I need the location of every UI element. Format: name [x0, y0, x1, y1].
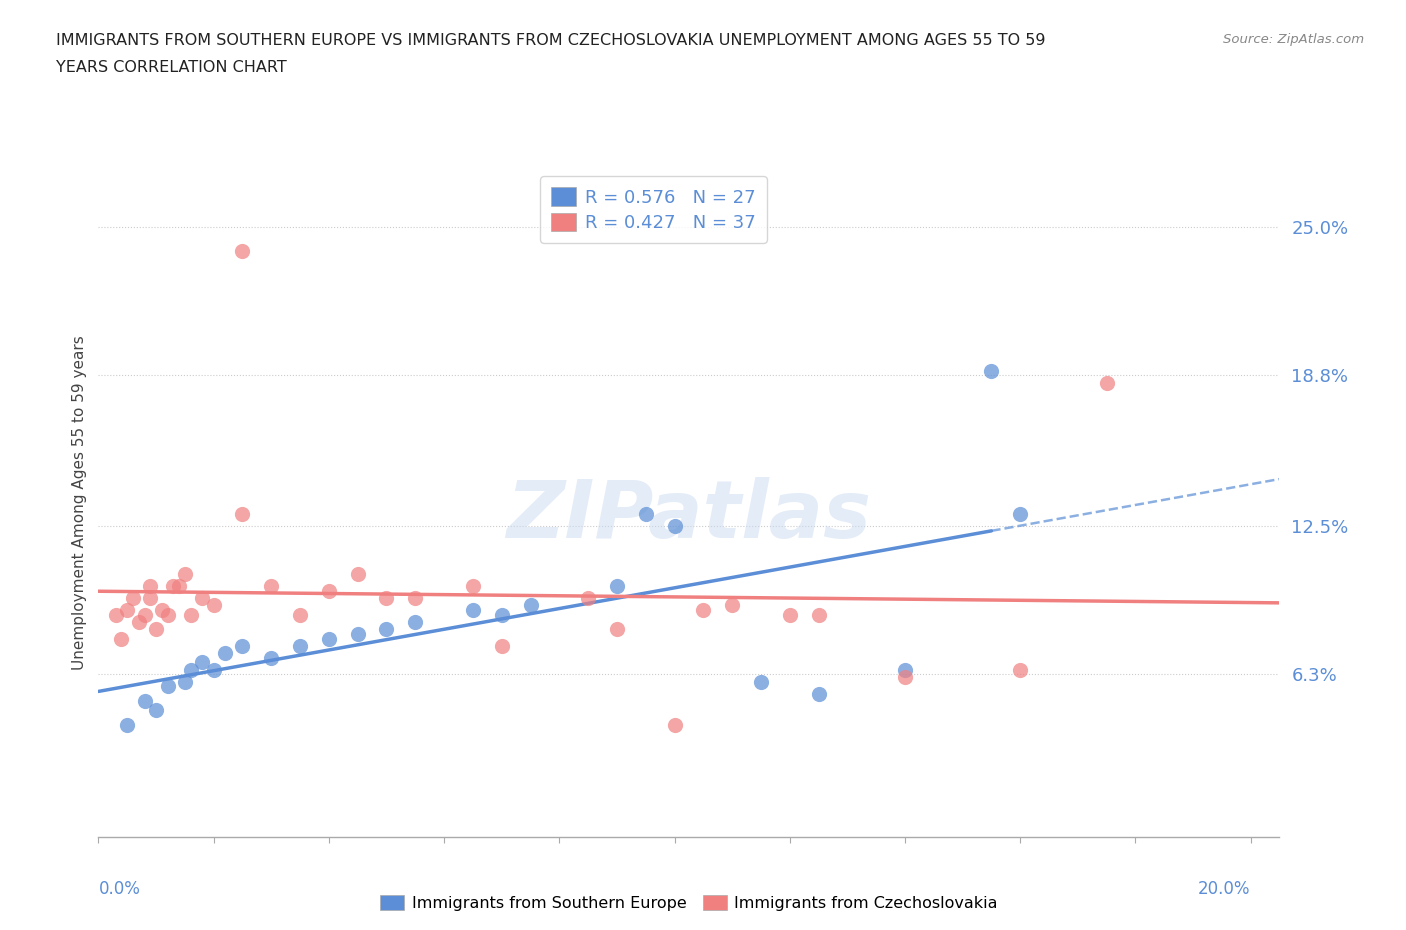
Point [980, 364, 1002, 379]
Point [156, 607, 179, 622]
Point [260, 578, 283, 593]
Point [134, 607, 156, 622]
Point [231, 507, 253, 522]
Point [692, 603, 714, 618]
Point [346, 566, 368, 581]
Point [576, 591, 599, 605]
Point [664, 717, 686, 732]
Point [606, 578, 628, 593]
Point [128, 615, 150, 630]
Point [664, 519, 686, 534]
Point [807, 686, 830, 701]
Point [202, 598, 225, 613]
Text: IMMIGRANTS FROM SOUTHERN EUROPE VS IMMIGRANTS FROM CZECHOSLOVAKIA UNEMPLOYMENT A: IMMIGRANTS FROM SOUTHERN EUROPE VS IMMIG… [56, 33, 1046, 47]
Point [491, 607, 513, 622]
Point [1095, 375, 1118, 390]
Point [779, 607, 801, 622]
Point [375, 621, 398, 636]
Point [1010, 507, 1032, 522]
Point [150, 603, 173, 618]
Legend: R = 0.576   N = 27, R = 0.427   N = 37: R = 0.576 N = 27, R = 0.427 N = 37 [540, 177, 766, 243]
Point [634, 507, 657, 522]
Point [115, 717, 138, 732]
Point [191, 655, 214, 670]
Point [139, 591, 162, 605]
Point [491, 638, 513, 653]
Point [156, 679, 179, 694]
Point [461, 578, 484, 593]
Point [122, 591, 145, 605]
Point [318, 583, 340, 598]
Point [173, 566, 195, 581]
Point [145, 621, 167, 636]
Point [202, 662, 225, 677]
Point [214, 645, 236, 660]
Point [180, 607, 202, 622]
Point [139, 578, 162, 593]
Point [894, 670, 917, 684]
Text: YEARS CORRELATION CHART: YEARS CORRELATION CHART [56, 60, 287, 75]
Point [134, 693, 156, 708]
Point [461, 603, 484, 618]
Point [145, 703, 167, 718]
Point [721, 598, 744, 613]
Text: Source: ZipAtlas.com: Source: ZipAtlas.com [1223, 33, 1364, 46]
Text: ZIPatlas: ZIPatlas [506, 476, 872, 554]
Point [167, 578, 190, 593]
Point [260, 650, 283, 665]
Point [749, 674, 772, 689]
Point [104, 607, 127, 622]
Point [231, 638, 253, 653]
Point [180, 662, 202, 677]
Point [231, 244, 253, 259]
Y-axis label: Unemployment Among Ages 55 to 59 years: Unemployment Among Ages 55 to 59 years [72, 335, 87, 670]
Point [807, 607, 830, 622]
Point [375, 591, 398, 605]
Point [191, 591, 214, 605]
Point [404, 591, 426, 605]
Legend: Immigrants from Southern Europe, Immigrants from Czechoslovakia: Immigrants from Southern Europe, Immigra… [374, 889, 1004, 917]
Point [346, 626, 368, 641]
Point [115, 603, 138, 618]
Point [1010, 662, 1032, 677]
Point [894, 662, 917, 677]
Point [173, 674, 195, 689]
Point [162, 578, 184, 593]
Point [318, 631, 340, 646]
Text: 20.0%: 20.0% [1198, 880, 1251, 898]
Point [404, 615, 426, 630]
Point [110, 631, 132, 646]
Point [606, 621, 628, 636]
Point [288, 607, 311, 622]
Point [288, 638, 311, 653]
Text: 0.0%: 0.0% [98, 880, 141, 898]
Point [519, 598, 541, 613]
